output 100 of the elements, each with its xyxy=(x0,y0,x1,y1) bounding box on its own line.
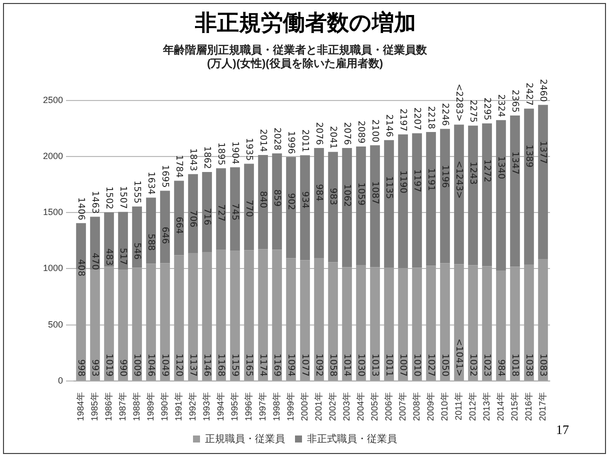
data-label: 1013 xyxy=(370,354,380,376)
x-tick-label: 2015年 xyxy=(509,392,520,422)
data-label: 1272 xyxy=(482,159,492,182)
data-label: 1049 xyxy=(160,354,170,377)
total-label: 1555 xyxy=(132,180,142,204)
data-label: 1083 xyxy=(538,354,548,376)
data-label: 745 xyxy=(230,203,240,220)
data-label: 1389 xyxy=(524,144,534,168)
x-tick-label: 1995年 xyxy=(230,392,240,422)
total-label: 2076 xyxy=(314,122,324,146)
data-label: 1191 xyxy=(426,168,436,191)
total-label: 1463 xyxy=(90,190,100,214)
y-tick-label: 2000 xyxy=(42,151,64,161)
data-label: 1197 xyxy=(412,169,422,192)
total-label: 1406 xyxy=(76,197,86,220)
total-label: 2427 xyxy=(524,82,534,106)
data-label: 1011 xyxy=(384,354,394,376)
data-label: 1094 xyxy=(286,354,296,377)
total-label: 1507 xyxy=(118,186,128,209)
x-tick-label: 1990年 xyxy=(160,392,170,422)
data-label: 934 xyxy=(300,191,310,209)
data-label: 1092 xyxy=(314,354,324,376)
data-label: 1014 xyxy=(342,354,352,377)
data-label: 1046 xyxy=(146,354,156,377)
data-label: 902 xyxy=(286,192,296,210)
data-label: 546 xyxy=(132,242,142,260)
data-label: 1032 xyxy=(468,354,478,376)
data-label: 664 xyxy=(174,216,184,234)
x-tick-label: 1999年 xyxy=(285,392,296,422)
data-label: 1058 xyxy=(328,354,338,377)
total-label: 1895 xyxy=(216,142,226,166)
data-label: 1062 xyxy=(342,184,352,207)
data-label: 859 xyxy=(272,189,282,207)
x-tick-label: 2011年 xyxy=(453,392,464,420)
data-label: 1059 xyxy=(356,182,366,206)
x-tick-label: 2001年 xyxy=(313,392,324,422)
x-tick-label: 2005年 xyxy=(369,392,380,422)
data-label: 1120 xyxy=(174,354,184,377)
data-label: 646 xyxy=(160,226,170,244)
x-tick-label: 2013年 xyxy=(481,392,492,422)
total-label: 2218 xyxy=(426,106,436,130)
data-label: 1243 xyxy=(468,162,478,185)
data-label: 706 xyxy=(188,210,198,228)
total-label: 2246 xyxy=(440,103,450,126)
total-label: 1784 xyxy=(174,154,184,178)
data-label: 1196 xyxy=(440,164,450,188)
data-label: 1007 xyxy=(398,354,408,376)
total-label: 2041 xyxy=(328,126,338,149)
x-tick-label: 2003年 xyxy=(341,392,352,422)
data-label: 1019 xyxy=(104,354,114,377)
data-label: 1010 xyxy=(412,354,422,377)
total-label: 2460 xyxy=(538,78,548,102)
x-tick-label: 1991年 xyxy=(174,392,184,422)
x-tick-label: 2014年 xyxy=(495,392,506,422)
data-label: 517 xyxy=(118,248,128,266)
x-tick-label: 1989年 xyxy=(146,392,156,422)
data-label: 727 xyxy=(216,204,226,222)
data-label: 483 xyxy=(104,248,114,266)
data-label: 1168 xyxy=(216,354,226,377)
x-tick-label: 1998年 xyxy=(271,392,282,422)
total-label: 1502 xyxy=(104,186,114,210)
data-label: 1169 xyxy=(272,354,282,377)
x-tick-label: 1985年 xyxy=(90,392,100,422)
total-label: 2014 xyxy=(258,129,268,152)
text: 17 xyxy=(556,422,569,438)
data-label: 1018 xyxy=(510,354,520,377)
chart-subtitle: 年齢階層別正規職員・従業者と非正規職員・従業員数 (万人)(女性)(役員を除いた雇用者数) xyxy=(162,44,428,70)
legend-label: 正規職員・従業員 xyxy=(205,432,285,445)
data-label: 1030 xyxy=(356,354,366,377)
data-label: 998 xyxy=(76,359,86,377)
x-tick-label: 1992年 xyxy=(188,392,198,422)
x-tick-label: 1993年 xyxy=(202,392,212,422)
data-label: 1137 xyxy=(188,354,198,376)
x-tick-label: 2010年 xyxy=(439,392,450,422)
data-label: 1050 xyxy=(440,354,450,377)
data-label: 1190 xyxy=(398,170,408,194)
data-label: 993 xyxy=(90,359,100,376)
x-tick-label: 2002年 xyxy=(327,392,338,422)
total-label: 2089 xyxy=(356,120,366,144)
data-label: <1041> xyxy=(454,338,464,376)
total-label: 2275 xyxy=(468,100,478,123)
total-label: 1935 xyxy=(244,138,254,161)
x-tick-label: 1987年 xyxy=(118,392,128,422)
data-label: 984 xyxy=(314,184,324,202)
y-tick-label: 2500 xyxy=(42,94,64,105)
data-label: 1135 xyxy=(384,176,394,200)
x-tick-label: 1994年 xyxy=(216,392,226,422)
data-label: 470 xyxy=(90,252,100,270)
total-label: 2076 xyxy=(342,122,352,146)
y-tick-label: 0 xyxy=(58,375,64,386)
data-label: 770 xyxy=(244,200,254,218)
data-label: 588 xyxy=(146,234,156,252)
data-label: 1340 xyxy=(496,156,506,180)
data-label: 1087 xyxy=(370,181,380,204)
x-tick-label: 1988年 xyxy=(132,392,142,422)
total-label: 2011 xyxy=(300,129,310,152)
x-tick-label: 2012年 xyxy=(467,392,478,422)
data-label: 840 xyxy=(258,190,268,208)
x-tick-label: 2016年 xyxy=(523,392,534,422)
x-tick-label: 2017年 xyxy=(537,392,548,422)
